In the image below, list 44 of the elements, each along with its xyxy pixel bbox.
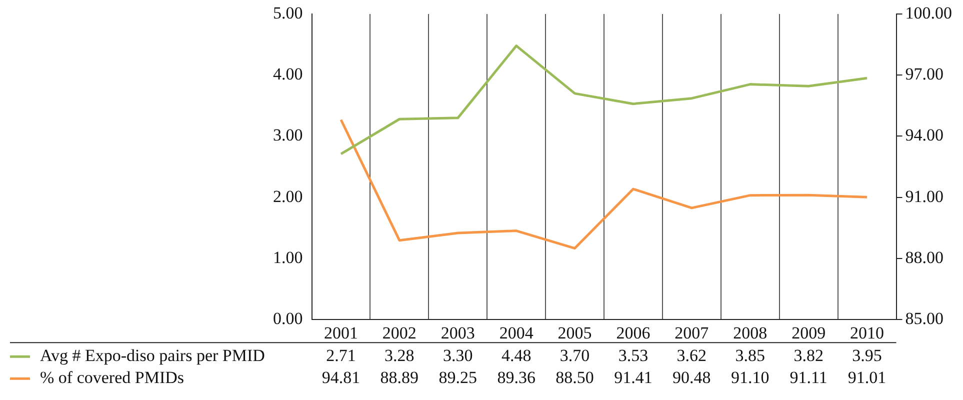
data-label: 3.30: [443, 346, 473, 366]
data-label: 88.89: [380, 368, 419, 388]
data-label: 3.70: [560, 346, 590, 366]
x-tick-label: 2009: [792, 323, 826, 342]
legend-label: Avg # Expo-diso pairs per PMID: [40, 346, 265, 366]
data-label: 2.71: [326, 346, 356, 366]
y2-tick-label: 91.00: [905, 186, 944, 206]
data-label: 89.25: [438, 368, 477, 388]
x-tick-label: 2010: [850, 323, 884, 342]
y2-tick-label: 97.00: [905, 64, 944, 84]
y2-tick-label: 85.00: [905, 309, 944, 328]
data-label: 91.10: [731, 368, 770, 388]
legend-label: % of covered PMIDs: [40, 368, 184, 388]
data-label: 90.48: [672, 368, 711, 388]
data-label: 3.95: [852, 346, 882, 366]
y-tick-label: 3.00: [273, 126, 303, 145]
x-tick-label: 2003: [440, 323, 475, 342]
y-tick-label: 2.00: [273, 186, 303, 206]
data-label: 89.36: [497, 368, 536, 388]
data-label: 94.81: [322, 368, 360, 388]
y-tick-label: 5.00: [273, 3, 303, 22]
x-tick-label: 2005: [558, 323, 592, 342]
data-label: 88.50: [556, 368, 594, 388]
data-label: 4.48: [501, 346, 532, 366]
y2-tick-label: 88.00: [905, 248, 944, 267]
data-label: 3.28: [384, 346, 414, 366]
data-label: 91.01: [848, 368, 886, 388]
data-label: 3.82: [794, 346, 824, 366]
x-tick-label: 2007: [674, 323, 710, 342]
x-tick-label: 2002: [382, 323, 416, 342]
data-label: 3.85: [735, 346, 765, 366]
x-tick-label: 2008: [733, 323, 768, 342]
x-tick-label: 2006: [616, 323, 650, 342]
data-label: 3.62: [676, 346, 707, 366]
y-tick-label: 4.00: [273, 64, 303, 84]
y-tick-label: 0.00: [273, 309, 303, 328]
y-tick-label: 1.00: [273, 248, 303, 267]
y2-tick-label: 94.00: [905, 126, 944, 145]
data-label: 3.53: [618, 346, 648, 366]
data-label: 91.11: [790, 368, 828, 388]
x-tick-label: 2004: [499, 323, 534, 342]
x-tick-label: 2001: [324, 323, 358, 342]
data-label: 91.41: [614, 368, 652, 388]
y2-tick-label: 100.00: [905, 3, 952, 22]
